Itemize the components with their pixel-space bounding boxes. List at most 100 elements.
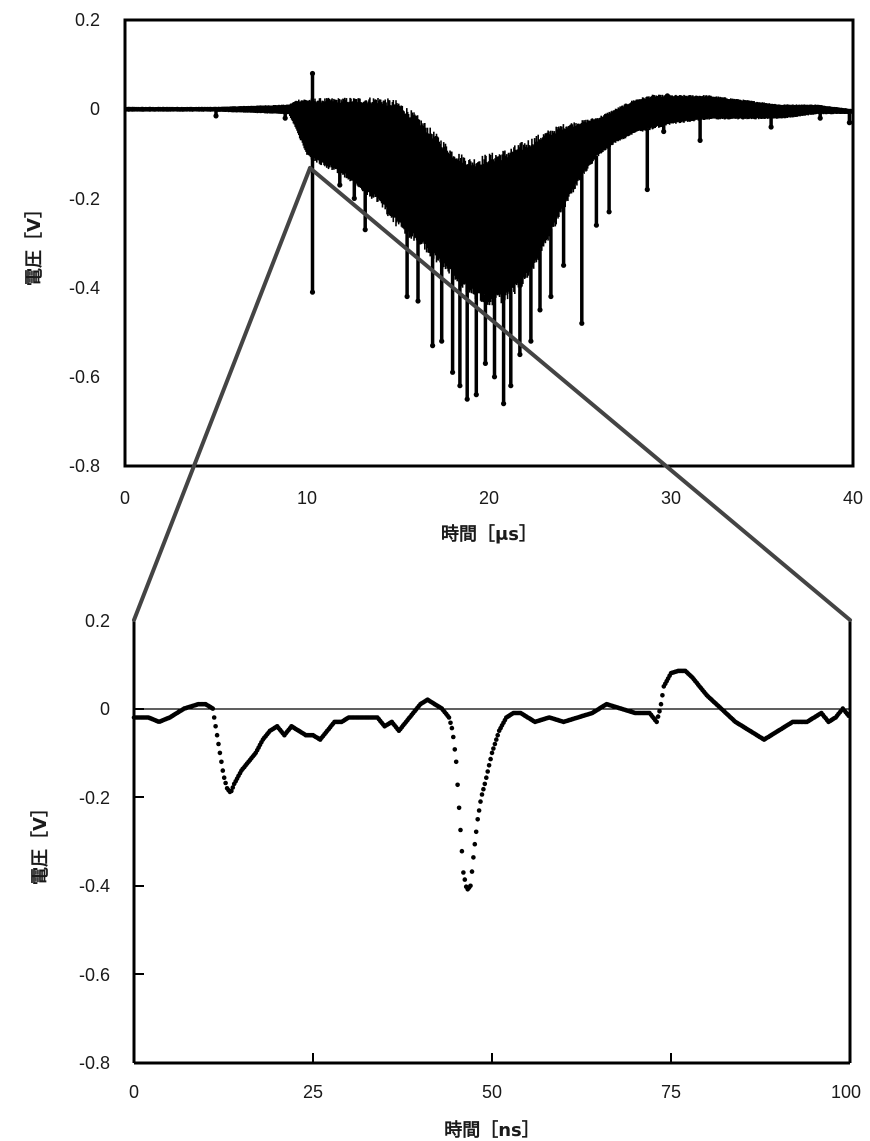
zoom-data-point xyxy=(451,734,456,740)
overview-spike-point xyxy=(501,401,507,407)
zoom-data-point xyxy=(223,780,228,786)
zoom-data-point xyxy=(479,792,485,797)
zoom-chart: 0.2 0 -0.2 -0.4 -0.6 -0.8 0 25 50 75 100… xyxy=(29,611,861,1141)
overview-y-axis-label: 電圧［V］ xyxy=(23,200,45,286)
zoom-data-point xyxy=(459,848,465,854)
zoom-data-point xyxy=(210,706,216,711)
overview-spike-point xyxy=(473,392,479,398)
zoom-data-point xyxy=(217,750,223,756)
overview-spike-point xyxy=(548,293,554,300)
overview-spike-point xyxy=(817,115,823,121)
zoom-data-point xyxy=(476,808,482,813)
x-tick-label: 100 xyxy=(831,1082,861,1102)
zoom-data-point xyxy=(478,799,483,804)
zoom-data-point xyxy=(448,720,453,726)
overview-x-axis-label: 時間［μs］ xyxy=(441,523,537,545)
x-tick-label: 0 xyxy=(129,1082,139,1102)
overview-spike-point xyxy=(309,70,316,77)
zoom-data-point xyxy=(449,725,455,731)
zoom-data-point xyxy=(492,741,498,747)
zoom-data-point xyxy=(229,788,234,794)
x-tick-label: 30 xyxy=(661,488,681,508)
overview-spike-point xyxy=(337,182,343,188)
y-tick-label: -0.2 xyxy=(79,788,110,808)
overview-spike-point xyxy=(482,360,488,366)
y-tick-label: -0.6 xyxy=(69,367,100,387)
overview-spike-point xyxy=(439,338,445,344)
overview-spike-point xyxy=(491,374,498,380)
zoom-data-point xyxy=(469,869,475,874)
zoom-connector-right xyxy=(308,166,852,622)
overview-spike-point xyxy=(282,115,288,121)
zoom-data-point xyxy=(213,724,218,729)
overview-plot-area xyxy=(125,70,854,407)
overview-spike-point xyxy=(606,209,612,215)
overview-spike-point xyxy=(593,222,600,228)
overview-x-ticks: 0 10 20 30 40 xyxy=(120,488,863,508)
zoom-connector-left xyxy=(132,166,312,622)
zoom-data-point xyxy=(473,829,479,835)
zoom-data-point xyxy=(456,805,462,811)
zoom-data-point xyxy=(485,769,491,774)
x-tick-label: 20 xyxy=(479,488,499,508)
zoom-data-point xyxy=(660,693,665,698)
zoom-y-ticks: 0.2 0 -0.2 -0.4 -0.6 -0.8 xyxy=(79,611,110,1073)
y-tick-label: 0 xyxy=(90,99,100,119)
x-tick-label: 10 xyxy=(297,488,317,508)
zoom-data-point xyxy=(452,747,458,752)
zoom-data-point xyxy=(484,775,489,780)
overview-plot-frame xyxy=(123,18,855,468)
zoom-data-point xyxy=(230,785,236,790)
zoom-y-axis-label: 電圧［V］ xyxy=(29,799,51,885)
zoom-data-point xyxy=(455,782,460,788)
zoom-data-point xyxy=(461,870,466,875)
y-tick-label: 0.2 xyxy=(75,10,100,30)
overview-spike-point xyxy=(309,289,316,295)
overview-spike-point xyxy=(528,338,534,344)
zoom-y-tick-marks xyxy=(134,708,144,975)
zoom-data-point xyxy=(495,732,501,738)
zoom-data-point xyxy=(486,763,492,768)
zoom-data-point xyxy=(475,817,481,822)
zoom-data-point xyxy=(216,741,221,747)
zoom-data-point xyxy=(472,841,478,847)
zoom-data-point xyxy=(488,756,493,762)
zoom-data-point xyxy=(221,775,227,780)
y-tick-label: 0.2 xyxy=(85,611,110,631)
zoom-data-point xyxy=(494,737,499,742)
overview-spike-point xyxy=(661,128,667,135)
overview-spike-point xyxy=(404,293,410,300)
overview-spike-point xyxy=(664,93,671,99)
overview-spike-point xyxy=(517,351,523,358)
overview-spike-point xyxy=(508,383,514,389)
zoom-data-point xyxy=(654,719,659,725)
zoom-data-point xyxy=(468,883,473,889)
zoom-plot-area xyxy=(131,668,851,892)
overview-spike-point xyxy=(846,120,853,126)
overview-spike-point xyxy=(415,298,421,304)
x-tick-label: 40 xyxy=(843,488,863,508)
overview-spike-point xyxy=(644,186,650,193)
zoom-data-point xyxy=(491,746,496,751)
zoom-data-point xyxy=(657,709,662,714)
zoom-data-point xyxy=(481,786,486,792)
overview-spike-point xyxy=(362,227,368,233)
zoom-data-point xyxy=(458,827,463,833)
y-tick-label: -0.2 xyxy=(69,189,100,209)
y-tick-label: -0.4 xyxy=(69,278,100,298)
overview-spike-point xyxy=(351,195,357,201)
zoom-data-point xyxy=(471,855,476,860)
x-tick-label: 0 xyxy=(120,488,130,508)
y-tick-label: -0.6 xyxy=(79,965,110,985)
zoom-connector xyxy=(132,166,852,622)
zoom-data-point xyxy=(453,759,459,765)
overview-y-ticks: 0.2 0 -0.2 -0.4 -0.6 -0.8 xyxy=(69,10,100,476)
zoom-data-point xyxy=(655,714,661,719)
overview-spike-point xyxy=(537,307,543,313)
zoom-x-ticks: 0 25 50 75 100 xyxy=(129,1082,861,1102)
x-tick-label: 75 xyxy=(661,1082,681,1102)
zoom-data-point xyxy=(462,877,468,882)
y-tick-label: 0 xyxy=(100,699,110,719)
overview-spike-point xyxy=(213,113,219,119)
